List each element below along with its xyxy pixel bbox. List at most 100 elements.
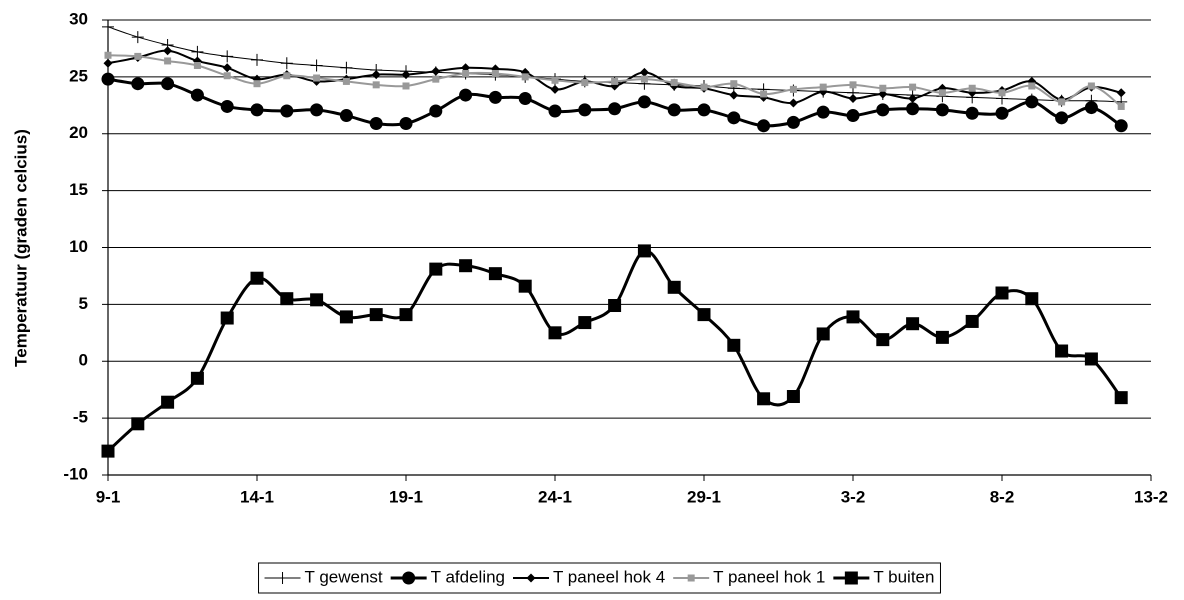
series [104,51,1125,110]
marker [550,84,560,94]
legend-entry: T paneel hok 4 [513,567,665,586]
marker [789,85,797,93]
marker [163,46,173,56]
marker [1114,119,1128,133]
marker [462,69,470,77]
legend-entry: T buiten [833,567,934,586]
legend-marker [687,574,695,582]
marker [459,259,473,273]
marker [399,117,413,131]
legend-entry: T paneel hok 1 [673,567,825,586]
marker [578,103,592,117]
marker [846,109,860,123]
marker [819,83,827,91]
marker [965,106,979,120]
legend-label: T paneel hok 4 [553,567,665,586]
marker [432,75,440,83]
marker [369,308,383,322]
marker [849,81,857,89]
marker [1087,82,1095,90]
marker [402,82,410,90]
legend-marker [844,571,858,585]
marker [760,90,768,98]
legend-marker [526,573,536,583]
legend-label: T buiten [873,567,934,586]
marker [222,63,232,73]
marker [727,111,741,125]
marker [369,117,383,131]
y-tick-label: 20 [69,123,88,142]
y-axis-label: Temperatuur (graden celcius) [11,129,30,367]
marker [1025,292,1039,306]
marker [637,95,651,109]
marker [491,69,499,77]
marker [1084,101,1098,115]
marker [372,81,380,89]
x-tick-label: 13-2 [1134,487,1168,506]
y-tick-label: 0 [79,351,88,370]
marker [488,90,502,104]
marker [995,106,1009,120]
marker [578,316,592,330]
marker [103,58,113,68]
marker [310,293,324,307]
marker [340,61,353,74]
marker [401,70,411,80]
marker [131,77,145,91]
marker [1028,82,1036,90]
marker [191,45,204,58]
marker [134,52,142,60]
marker [551,76,559,84]
marker [429,104,443,118]
marker [1055,344,1069,358]
marker [757,119,771,133]
legend: T gewenst T afdeling T paneel hok 4 T panee… [258,562,941,594]
marker [786,390,800,404]
legend-entry: T gewenst [264,567,383,586]
marker [310,59,323,72]
marker [1084,352,1098,366]
marker [965,314,979,328]
series [101,72,1128,133]
marker [697,103,711,117]
marker [102,20,114,33]
marker [488,267,502,281]
marker [640,75,648,83]
marker [667,103,681,117]
marker [816,327,830,341]
x-tick-label: 19-1 [389,487,423,506]
marker [730,80,738,88]
marker [611,77,619,85]
marker [190,88,204,102]
marker [581,79,589,87]
marker [518,279,532,293]
marker [1116,88,1126,98]
marker [521,73,529,81]
marker [816,105,830,119]
marker [250,271,264,285]
marker [131,31,144,44]
marker [788,98,798,108]
marker [1117,102,1125,110]
marker [220,311,234,325]
x-tick-label: 29-1 [687,487,721,506]
marker [342,77,350,85]
marker [101,72,115,86]
marker [251,53,263,66]
y-tick-label: -5 [73,408,88,427]
y-tick-label: 30 [69,9,88,28]
marker [310,103,324,117]
marker [670,79,678,87]
marker [399,308,413,322]
y-tick-label: 10 [69,237,88,256]
x-tick-label: 14-1 [240,487,274,506]
marker [104,51,112,59]
y-tick-label: 15 [69,180,88,199]
marker [639,67,649,77]
marker [908,93,918,103]
marker [700,83,708,91]
marker [280,57,293,70]
marker [190,371,204,385]
series [101,244,1128,458]
